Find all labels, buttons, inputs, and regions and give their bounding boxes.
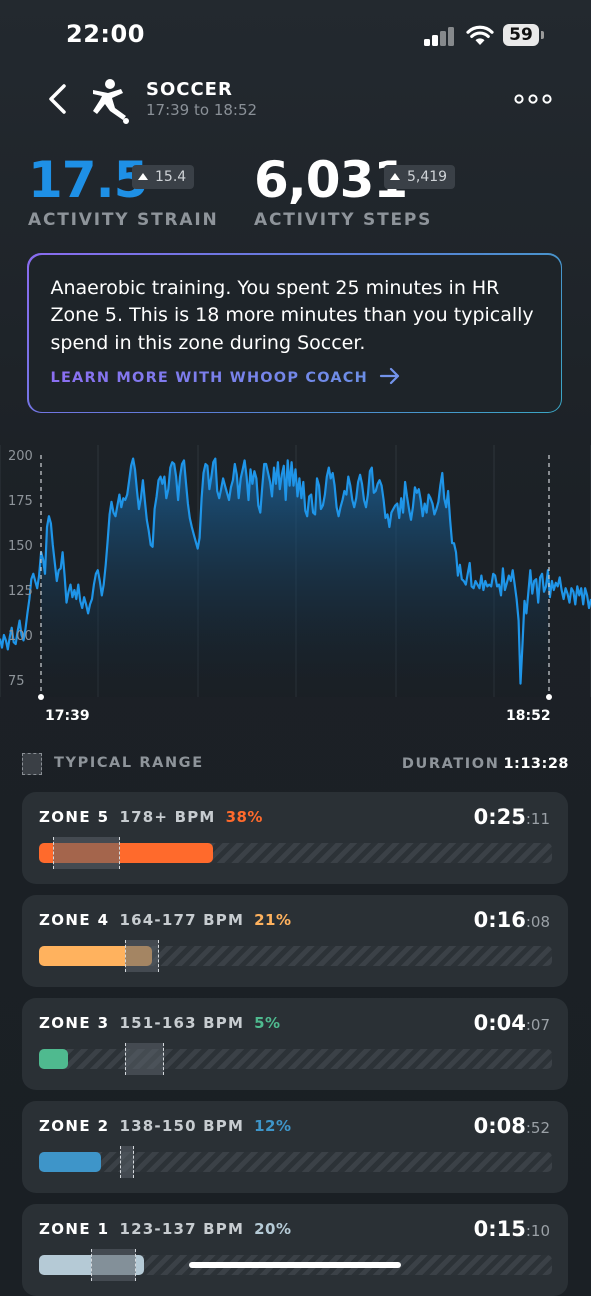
zone-progress-track [39, 1146, 552, 1178]
zone-percent: 38% [225, 808, 263, 826]
activity-time-range: 17:39 to 18:52 [146, 101, 258, 119]
zone-time-main: 0:08 [473, 1114, 526, 1138]
zone-time: 0:04:07 [474, 1011, 550, 1035]
wifi-icon [466, 25, 494, 45]
duration-label: DURATION [401, 756, 500, 772]
home-indicator[interactable] [189, 1262, 401, 1268]
zone-typical-range-marker [90, 1249, 137, 1281]
steps-value: 6,031 [254, 151, 408, 209]
zone-bpm: 178+ BPM [119, 808, 216, 826]
typical-range-swatch [22, 753, 42, 775]
strain-label: ACTIVITY STRAIN [28, 210, 219, 230]
zone-card-4[interactable]: ZONE 4 164-177 BPM 21% 0:16:08 [22, 895, 568, 987]
cellular-signal-icon [424, 26, 458, 46]
y-tick-label: 100 [8, 629, 33, 644]
more-options-icon[interactable] [514, 92, 552, 106]
zone-time-main: 0:04 [473, 1011, 526, 1035]
zone-card-5[interactable]: ZONE 5 178+ BPM 38% 0:25:11 [22, 792, 568, 884]
end-time-label: 18:52 [506, 708, 551, 724]
zone-name: ZONE 3 [39, 1014, 110, 1032]
zone-typical-range-marker [120, 1146, 134, 1178]
y-tick-label: 175 [8, 494, 33, 509]
zone-name: ZONE 5 [39, 808, 110, 826]
heart-rate-chart: 200 175 150 125 100 75 17:39 18:52 [0, 445, 591, 724]
zone-progress-fill [39, 946, 153, 966]
zone-time: 0:08:52 [474, 1114, 550, 1138]
y-tick-label: 125 [8, 584, 33, 599]
zone-progress-track [39, 1043, 552, 1075]
zone-typical-range-marker [52, 837, 120, 869]
zone-time: 0:15:10 [474, 1217, 550, 1241]
duration-value: 1:13:28 [503, 756, 569, 772]
zone-progress-track [39, 940, 552, 972]
zone-progress-fill [39, 1049, 68, 1069]
zone-progress-fill [39, 1152, 102, 1172]
y-tick-label: 150 [8, 539, 33, 554]
end-marker-dot [546, 694, 552, 700]
zone-time: 0:25:11 [474, 805, 550, 829]
start-time-label: 17:39 [45, 708, 90, 724]
zone-percent: 20% [254, 1220, 292, 1238]
zone-time: 0:16:08 [474, 908, 550, 932]
zone-time-seconds: :52 [525, 1119, 550, 1137]
zone-time-seconds: :11 [525, 810, 550, 828]
strain-value: 17.5 [28, 151, 148, 209]
start-marker-dot [38, 694, 44, 700]
y-tick-label: 75 [8, 674, 25, 689]
zone-card-2[interactable]: ZONE 2 138-150 BPM 12% 0:08:52 [22, 1101, 568, 1193]
zone-time-main: 0:25 [473, 805, 526, 829]
steps-delta-badge: 5,419 [384, 165, 456, 189]
zone-time-seconds: :07 [525, 1016, 550, 1034]
zone-percent: 12% [254, 1117, 292, 1135]
arrow-right-icon[interactable] [379, 367, 401, 385]
zone-bpm: 138-150 BPM [119, 1117, 245, 1135]
zone-time-main: 0:15 [473, 1217, 526, 1241]
zone-typical-range-marker [125, 1043, 165, 1075]
duration-summary: DURATION 1:13:28 [402, 756, 569, 772]
steps-delta: 5,419 [407, 169, 448, 185]
zone-name: ZONE 4 [39, 911, 110, 929]
back-chevron-icon[interactable] [44, 82, 74, 116]
coach-link-row[interactable]: LEARN MORE WITH WHOOP COACH [51, 357, 539, 386]
zone-card-3[interactable]: ZONE 3 151-163 BPM 5% 0:04:07 [22, 998, 568, 1090]
zone-title: ZONE 4 164-177 BPM 21% [39, 911, 292, 929]
zone-typical-range-marker [125, 940, 160, 972]
steps-label: ACTIVITY STEPS [254, 210, 433, 230]
zone-title: ZONE 3 151-163 BPM 5% [39, 1014, 281, 1032]
zone-bpm: 123-137 BPM [119, 1220, 245, 1238]
status-time: 22:00 [66, 20, 145, 48]
typical-range-label: TYPICAL RANGE [54, 755, 204, 771]
steps-metric: 6,031 ACTIVITY STEPS [254, 150, 432, 230]
soccer-player-icon [93, 79, 129, 124]
learn-more-link[interactable]: LEARN MORE WITH WHOOP COACH [50, 370, 368, 386]
zone-name: ZONE 2 [39, 1117, 110, 1135]
heart-rate-area [41, 458, 549, 697]
y-tick-label: 200 [8, 449, 33, 464]
zone-time-main: 0:16 [473, 908, 526, 932]
strain-delta-badge: 15.4 [132, 165, 195, 189]
status-bar: 22:00 59 [0, 0, 591, 70]
strain-metric: 17.5 ACTIVITY STRAIN [28, 150, 219, 230]
zone-title: ZONE 1 123-137 BPM 20% [39, 1220, 292, 1238]
battery-icon: 59 [503, 24, 544, 46]
zone-card-1[interactable]: ZONE 1 123-137 BPM 20% 0:15:10 [22, 1204, 568, 1296]
zone-bpm: 151-163 BPM [119, 1014, 245, 1032]
zone-title: ZONE 5 178+ BPM 38% [39, 808, 263, 826]
zone-name: ZONE 1 [39, 1220, 110, 1238]
zone-time-seconds: :08 [525, 913, 550, 931]
heart-rate-line [0, 457, 591, 685]
zone-percent: 21% [254, 911, 292, 929]
zone-title: ZONE 2 138-150 BPM 12% [39, 1117, 292, 1135]
activity-header: SOCCER 17:39 to 18:52 [0, 70, 591, 130]
coach-insight-text: Anaerobic training. You spent 25 minutes… [50, 276, 534, 354]
activity-title: SOCCER [146, 79, 233, 100]
zone-time-seconds: :10 [525, 1222, 550, 1240]
zone-bpm: 164-177 BPM [119, 911, 245, 929]
zone-percent: 5% [254, 1014, 281, 1032]
up-triangle-icon [138, 173, 148, 180]
up-triangle-icon [390, 173, 400, 180]
zone-progress-track [39, 837, 552, 869]
coach-insight-card: Anaerobic training. You spent 25 minutes… [27, 253, 562, 413]
strain-delta: 15.4 [155, 169, 187, 185]
